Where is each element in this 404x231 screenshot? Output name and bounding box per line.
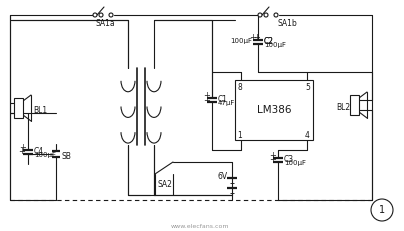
Text: +: + — [19, 143, 26, 152]
Text: C2: C2 — [264, 37, 274, 46]
Text: +: + — [203, 96, 210, 105]
Text: 5: 5 — [305, 83, 310, 92]
Text: LM386: LM386 — [257, 105, 291, 115]
Circle shape — [93, 13, 97, 17]
Text: SA1b: SA1b — [278, 19, 298, 28]
Text: 4: 4 — [305, 131, 310, 140]
Text: SB: SB — [62, 152, 72, 161]
Text: 100μF: 100μF — [230, 38, 252, 44]
Circle shape — [258, 13, 262, 17]
Text: +: + — [18, 147, 25, 156]
Text: +: + — [250, 33, 257, 42]
Circle shape — [264, 13, 268, 17]
Bar — [350, 95, 359, 115]
Text: 100μF: 100μF — [264, 42, 286, 48]
Circle shape — [99, 13, 103, 17]
Text: BL2: BL2 — [336, 103, 350, 112]
Text: +: + — [269, 151, 276, 160]
Text: 1: 1 — [379, 205, 385, 215]
Text: C1: C1 — [218, 95, 228, 104]
Bar — [14, 98, 23, 118]
Text: BL1: BL1 — [33, 106, 47, 115]
Text: +: + — [253, 33, 260, 42]
Text: 47μF: 47μF — [218, 100, 236, 106]
Text: 8: 8 — [237, 83, 242, 92]
Text: 6V: 6V — [218, 172, 228, 181]
Text: C3: C3 — [284, 155, 294, 164]
Bar — [235, 80, 313, 140]
Text: 100μF: 100μF — [284, 160, 306, 166]
Text: +: + — [204, 91, 210, 100]
Text: C2: C2 — [264, 37, 274, 46]
Text: SA2: SA2 — [157, 180, 172, 189]
Text: 1: 1 — [237, 131, 242, 140]
Text: +: + — [269, 155, 276, 164]
Circle shape — [109, 13, 113, 17]
Text: C4: C4 — [34, 147, 44, 156]
Text: 100μF: 100μF — [34, 152, 56, 158]
Circle shape — [274, 13, 278, 17]
Text: www.elecfans.com: www.elecfans.com — [171, 224, 229, 229]
Text: SA1a: SA1a — [96, 19, 116, 28]
